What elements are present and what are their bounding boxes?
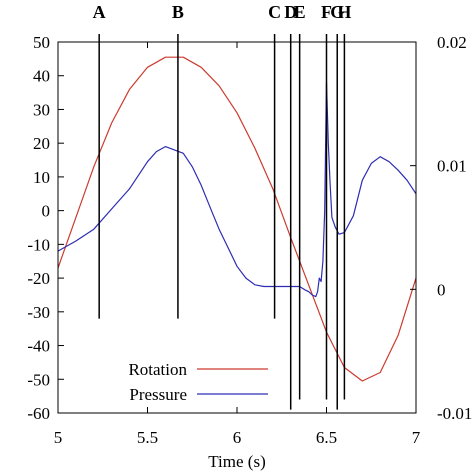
y-tick-label: -10 [27, 235, 50, 254]
marker-label-g: G [330, 2, 344, 22]
marker-label-c: C [268, 2, 281, 22]
y2-tick-label: -0.01 [437, 404, 472, 423]
y2-tick-label: 0.01 [437, 157, 467, 176]
y-tick-label: -20 [27, 269, 50, 288]
y-tick-label: -30 [27, 303, 50, 322]
x-tick-label: 6 [233, 428, 242, 447]
marker-label-b: B [172, 2, 184, 22]
y-tick-label: 40 [33, 67, 50, 86]
y-tick-label: 0 [42, 202, 51, 221]
legend-label-pressure: Pressure [129, 385, 187, 404]
x-tick-label: 5 [54, 428, 63, 447]
marker-label-f: F [321, 2, 332, 22]
y-tick-label: 50 [33, 33, 50, 52]
y-tick-label: 10 [33, 168, 50, 187]
y-tick-label: 20 [33, 134, 50, 153]
y2-tick-label: 0.02 [437, 33, 467, 52]
y-tick-label: -50 [27, 370, 50, 389]
legend-label-rotation: Rotation [128, 360, 187, 379]
y-tick-label: 30 [33, 100, 50, 119]
marker-label-h: H [337, 2, 351, 22]
marker-label-d: D [284, 2, 297, 22]
legend: Rotation Pressure [128, 360, 268, 404]
marker-label-e: E [294, 2, 306, 22]
y-tick-label: -60 [27, 404, 50, 423]
series-line-rotation [57, 56, 417, 382]
series-line-pressure [57, 81, 417, 298]
x-tick-label: 6.5 [316, 428, 337, 447]
plot-frame [57, 41, 417, 414]
x-tick-label: 7 [412, 428, 421, 447]
x-tick-label: 5.5 [137, 428, 158, 447]
x-axis-title: Time (s) [208, 452, 265, 471]
y2-tick-label: 0 [437, 280, 446, 299]
marker-label-a: A [93, 2, 106, 22]
y-tick-label: -40 [27, 337, 50, 356]
